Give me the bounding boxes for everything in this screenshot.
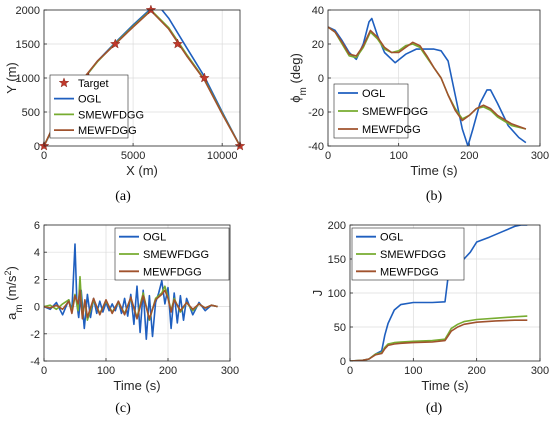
legend-label: OGL bbox=[143, 232, 166, 244]
legend-label: SMEWFDGG bbox=[143, 249, 209, 261]
y-tick-label: 40 bbox=[312, 5, 324, 17]
y-label-close: ) bbox=[4, 266, 19, 270]
y-tick-label: 2 bbox=[34, 274, 40, 286]
legend: OGL SMEWFDGG MEWFDGG bbox=[333, 83, 428, 139]
x-tick-label: 0 bbox=[325, 150, 331, 162]
x-tick-label: 200 bbox=[159, 365, 177, 377]
y-label-main: ϕ bbox=[288, 96, 303, 103]
y-tick-label: 1500 bbox=[16, 39, 40, 51]
series-line-smewfdgg bbox=[328, 26, 527, 130]
legend: OGL SMEWFDGG MEWFDGG bbox=[114, 227, 230, 281]
series-line-mewfdgg bbox=[350, 319, 528, 361]
y-label-sup: 2 bbox=[3, 270, 13, 275]
axes-frame bbox=[349, 224, 541, 362]
x-tick-label: 200 bbox=[460, 150, 478, 162]
x-tick-label: 100 bbox=[389, 150, 407, 162]
y-label-main: a bbox=[4, 312, 19, 320]
series-line-mewfdgg bbox=[44, 289, 218, 320]
y-axis-label: J bbox=[310, 290, 325, 297]
y-label-main: Y (m) bbox=[4, 62, 19, 94]
legend-label: MEWFDGG bbox=[78, 125, 137, 137]
y-tick-label: 1000 bbox=[16, 73, 40, 85]
x-tick-label: 300 bbox=[221, 365, 239, 377]
y-label-unit: (deg) bbox=[288, 53, 303, 87]
axes-frame bbox=[43, 224, 231, 362]
y-tick-label: 100 bbox=[328, 288, 346, 300]
x-tick-label: 0 bbox=[41, 150, 47, 162]
x-tick-label: 300 bbox=[531, 365, 549, 377]
chart-panel-2: 0 100 200 300 -40 -20 0 20 40 Time (s) ϕm (deg) OGL… bbox=[288, 5, 549, 204]
legend-label: SMEWFDGG bbox=[362, 106, 428, 118]
y-label-sub: m bbox=[14, 304, 25, 312]
series-line-ogl bbox=[44, 243, 218, 341]
target-marker bbox=[109, 38, 121, 49]
axes-frame bbox=[327, 9, 541, 147]
y-tick-label: 6 bbox=[34, 220, 40, 232]
y-tick-label: 500 bbox=[22, 107, 40, 119]
y-tick-label: -2 bbox=[30, 329, 40, 341]
x-tick-label: 5000 bbox=[121, 150, 145, 162]
x-axis-label: X (m) bbox=[126, 163, 158, 178]
x-axis-label: Time (s) bbox=[410, 163, 457, 178]
x-tick-label: 300 bbox=[531, 150, 549, 162]
legend-label: OGL bbox=[78, 94, 101, 106]
series-line-ogl bbox=[350, 225, 528, 361]
y-tick-label: 200 bbox=[328, 220, 346, 232]
legend: Target OGL SMEWFDGG MEWFDGG bbox=[49, 74, 144, 139]
legend: OGL SMEWFDGG MEWFDGG bbox=[351, 227, 465, 281]
panel-caption: (b) bbox=[426, 189, 443, 204]
legend-label: MEWFDGG bbox=[362, 124, 421, 136]
y-label-main: J bbox=[310, 290, 325, 297]
chart-panel-1: 0 5000 10000 0 500 1000 1500 2000 X (m) Y (m) Targ… bbox=[4, 4, 246, 204]
legend-label: SMEWFDGG bbox=[78, 109, 144, 121]
series-line-mewfdgg bbox=[328, 26, 527, 130]
y-tick-label: 20 bbox=[312, 39, 324, 51]
y-label-sub: m bbox=[298, 87, 309, 95]
y-tick-label: 0 bbox=[34, 302, 40, 314]
y-tick-label: 150 bbox=[328, 254, 346, 266]
y-tick-label: 0 bbox=[34, 141, 40, 153]
y-tick-label: 2000 bbox=[16, 5, 40, 17]
axes-frame bbox=[43, 9, 241, 147]
x-axis-label: Time (s) bbox=[421, 378, 468, 393]
panel-caption: (a) bbox=[115, 189, 131, 204]
panel-caption: (c) bbox=[115, 401, 131, 416]
y-axis-label: Y (m) bbox=[4, 62, 19, 94]
panel-caption: (d) bbox=[426, 401, 443, 416]
x-tick-label: 100 bbox=[404, 365, 422, 377]
y-tick-label: -40 bbox=[308, 141, 324, 153]
legend-label: SMEWFDGG bbox=[380, 249, 446, 261]
y-axis-label: am (m/s2) bbox=[3, 266, 25, 320]
legend-label: MEWFDGG bbox=[143, 266, 202, 278]
x-tick-label: 100 bbox=[97, 365, 115, 377]
target-marker bbox=[172, 38, 183, 49]
target-marker bbox=[145, 4, 157, 15]
y-tick-label: 50 bbox=[334, 322, 346, 334]
x-tick-label: 200 bbox=[467, 365, 485, 377]
target-marker bbox=[199, 72, 210, 83]
y-tick-label: -20 bbox=[308, 107, 324, 119]
y-tick-label: 0 bbox=[340, 356, 346, 368]
x-tick-label: 10000 bbox=[207, 150, 238, 162]
y-tick-label: 0 bbox=[318, 73, 324, 85]
y-label-unit: (m/s bbox=[4, 275, 19, 304]
x-axis-label: Time (s) bbox=[113, 378, 160, 393]
legend-label: MEWFDGG bbox=[380, 266, 439, 278]
legend-label: Target bbox=[78, 78, 109, 90]
x-tick-label: 0 bbox=[41, 365, 47, 377]
y-tick-label: 4 bbox=[34, 247, 40, 259]
legend-star-icon bbox=[58, 77, 70, 88]
legend-label: OGL bbox=[362, 88, 385, 100]
y-tick-label: -4 bbox=[30, 356, 40, 368]
y-axis-label: ϕm (deg) bbox=[288, 53, 309, 103]
legend-label: OGL bbox=[380, 232, 403, 244]
x-tick-label: 0 bbox=[347, 365, 353, 377]
